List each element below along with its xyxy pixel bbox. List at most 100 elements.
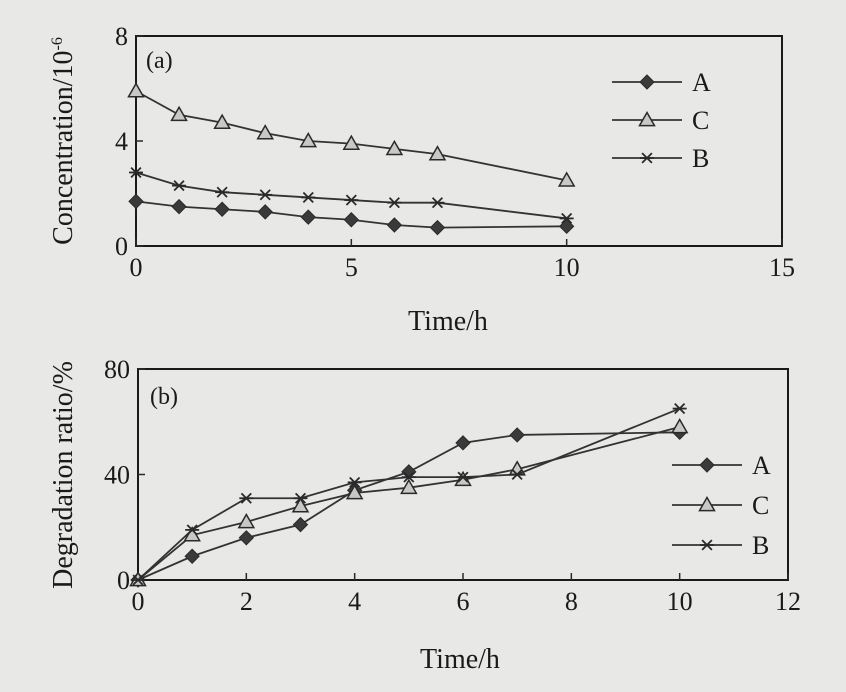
- data-point: [293, 492, 308, 504]
- panel-label: (a): [146, 48, 173, 74]
- data-point: [299, 131, 318, 148]
- legend-entry-B: B: [612, 144, 709, 173]
- legend-label: A: [692, 68, 711, 97]
- data-point: [429, 219, 446, 236]
- data-point: [428, 145, 447, 161]
- data-point: [672, 403, 687, 415]
- series-A: [130, 424, 688, 588]
- chart-panel-a: (a) Time/h Concentration/10-6 0 5 10 15048 …: [48, 22, 795, 337]
- data-point: [184, 548, 200, 564]
- data-point: [401, 471, 416, 483]
- legend-label: A: [752, 451, 771, 480]
- data-point: [385, 139, 404, 156]
- y-axis-label: Concentration/10-6: [48, 37, 79, 245]
- data-point: [258, 189, 273, 201]
- x-tick-label: 12: [775, 587, 801, 616]
- data-point: [301, 191, 316, 203]
- x-tick-label: 10: [667, 587, 693, 616]
- data-point: [345, 483, 364, 500]
- series-line: [135, 171, 567, 220]
- x-tick-label: 0: [132, 587, 145, 616]
- series-A: [128, 193, 575, 236]
- data-point: [347, 476, 362, 488]
- series-C: [127, 82, 576, 187]
- legend-marker: [640, 152, 654, 164]
- y-axis-label: Degradation ratio/%: [48, 361, 79, 589]
- data-point: [127, 82, 145, 98]
- legend-entry-C: C: [672, 491, 769, 520]
- y-tick-label: 4: [115, 127, 128, 156]
- y-tick-label: 40: [104, 461, 130, 490]
- series-line: [137, 431, 680, 581]
- data-point: [257, 204, 273, 220]
- data-point: [430, 197, 445, 209]
- x-tick-label: 4: [348, 587, 361, 616]
- data-point: [344, 194, 359, 206]
- series-B: [129, 166, 574, 224]
- data-point: [343, 212, 360, 228]
- data-point: [342, 134, 361, 150]
- data-point: [128, 193, 144, 210]
- data-point: [239, 492, 254, 504]
- data-point: [386, 217, 403, 233]
- y-axis-label-exponent: -6: [49, 37, 66, 50]
- legend-entry-A: A: [672, 451, 771, 480]
- plot-frame: [135, 35, 783, 247]
- legend-marker: [638, 110, 656, 127]
- y-tick-label: 0: [115, 232, 128, 261]
- data-point: [215, 186, 230, 198]
- x-axis-label: Time/h: [420, 644, 500, 675]
- y-tick-label: 80: [104, 355, 130, 384]
- x-tick-label: 5: [345, 253, 358, 282]
- legend-marker: [699, 457, 715, 473]
- legend-label: C: [752, 491, 769, 520]
- panel-label: (b): [150, 384, 178, 410]
- legend-label: C: [692, 106, 709, 135]
- legend-label: B: [752, 531, 769, 560]
- data-point: [300, 209, 316, 225]
- legend-entry-C: C: [612, 106, 709, 135]
- legend-entry-A: A: [612, 68, 711, 97]
- x-tick-label: 2: [240, 587, 253, 616]
- data-point: [387, 197, 402, 209]
- x-tick-label: 6: [457, 587, 470, 616]
- x-tick-label: 15: [769, 253, 795, 282]
- data-point: [670, 418, 689, 434]
- y-axis-label-main: Concentration/10: [48, 50, 79, 244]
- legend-marker: [698, 495, 716, 512]
- legend-label: B: [692, 144, 709, 173]
- data-point: [131, 574, 145, 586]
- x-tick-label: 10: [554, 253, 580, 282]
- data-point: [291, 497, 310, 513]
- y-tick-label: 8: [115, 22, 128, 51]
- data-point: [456, 471, 470, 483]
- data-point: [237, 512, 256, 529]
- legend-marker: [700, 539, 714, 551]
- data-point: [238, 530, 255, 546]
- data-point: [213, 113, 231, 129]
- data-point: [400, 478, 418, 495]
- data-point: [557, 171, 576, 187]
- legend-entry-B: B: [672, 531, 769, 560]
- data-point: [455, 435, 471, 451]
- data-point: [171, 198, 187, 215]
- legend-marker: [639, 74, 655, 90]
- series-C: [129, 418, 689, 587]
- data-point: [509, 427, 525, 443]
- x-tick-label: 0: [130, 253, 143, 282]
- data-point: [559, 212, 574, 224]
- y-tick-label: 0: [117, 566, 130, 595]
- data-point: [558, 218, 575, 235]
- x-tick-label: 8: [565, 587, 578, 616]
- series-B: [131, 403, 687, 586]
- chart-panel-b: (b) Time/h Degradation ratio/% 0 2 4 6 8 10 12…: [48, 355, 801, 675]
- data-point: [129, 166, 143, 179]
- data-point: [510, 468, 525, 481]
- data-point: [214, 201, 230, 217]
- x-axis-label: Time/h: [408, 306, 488, 337]
- data-point: [256, 124, 274, 140]
- series-line: [137, 426, 680, 581]
- data-point: [170, 105, 188, 122]
- data-point: [185, 524, 200, 536]
